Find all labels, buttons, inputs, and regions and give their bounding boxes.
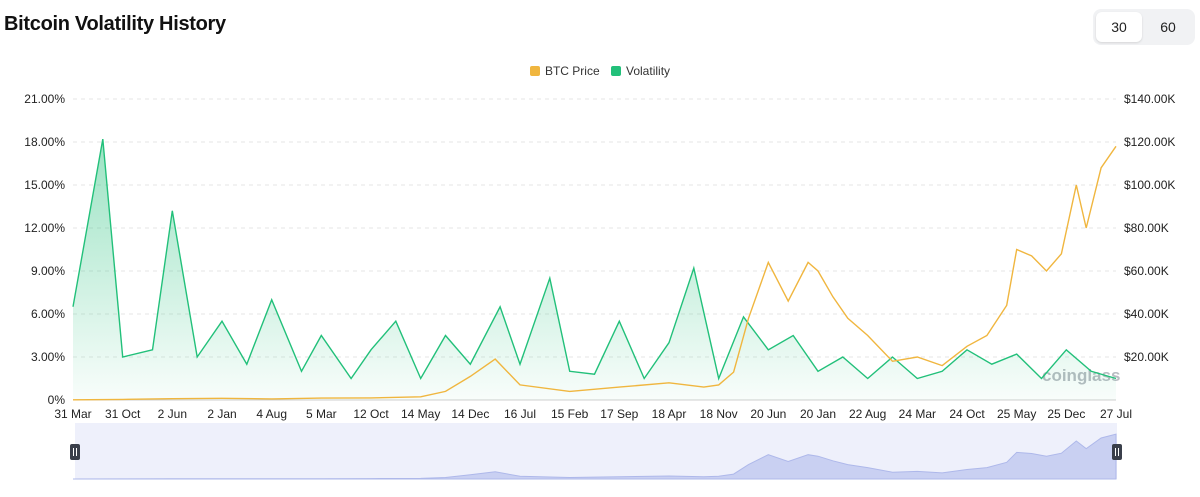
x-tick-label: 12 Oct — [353, 407, 389, 421]
x-tick-label: 18 Apr — [652, 407, 687, 421]
x-tick-label: 17 Sep — [600, 407, 638, 421]
period-60-button[interactable]: 60 — [1160, 19, 1176, 35]
legend-btc-price-swatch — [529, 66, 540, 76]
x-tick-label: 16 Jul — [504, 407, 536, 421]
navigator-series — [72, 433, 1117, 480]
x-tick-label: 14 May — [401, 407, 440, 421]
x-tick-label: 24 Mar — [899, 407, 936, 421]
navigator-handle-left-grip[interactable] — [70, 444, 80, 460]
legend-btc-price-label: BTC Price — [544, 64, 600, 78]
y-left-tick-label: 21.00% — [24, 92, 65, 106]
x-tick-label: 20 Jan — [800, 407, 836, 421]
legend-volatility-label: Volatility — [626, 64, 671, 78]
y-right-tick-label: $120.00K — [1124, 135, 1175, 149]
y-left-tick-label: 9.00% — [31, 264, 65, 278]
legend-volatility[interactable]: Volatility — [611, 64, 670, 78]
x-axis: 31 Mar 31 Oct 2 Jun 2 Jan 4 Aug 5 Mar 12 Oct 14… — [54, 407, 1132, 421]
x-tick-label: 14 Dec — [451, 407, 489, 421]
x-tick-label: 31 Mar — [54, 407, 91, 421]
y-right-tick-label: $60.00K — [1124, 264, 1169, 278]
y-left-tick-label: 15.00% — [24, 178, 65, 192]
range-navigator[interactable] — [70, 423, 1122, 480]
x-tick-label: 4 Aug — [256, 407, 287, 421]
y-left-tick-label: 3.00% — [31, 350, 65, 364]
y-left-tick-label: 18.00% — [24, 135, 65, 149]
series-layer — [72, 138, 1117, 401]
x-tick-label: 25 Dec — [1047, 407, 1085, 421]
x-tick-label: 24 Oct — [949, 407, 985, 421]
period-toggle: 30 60 — [1093, 9, 1195, 45]
navigator-handle-right-grip[interactable] — [1112, 444, 1122, 460]
y-right-tick-label: $40.00K — [1124, 307, 1169, 321]
page-title: Bitcoin Volatility History — [4, 13, 226, 35]
legend-volatility-swatch — [611, 66, 621, 76]
x-tick-label: 31 Oct — [105, 407, 141, 421]
navigator-handle-left[interactable] — [70, 444, 80, 460]
x-tick-label: 15 Feb — [551, 407, 589, 421]
y-right-tick-label: $80.00K — [1124, 221, 1169, 235]
btc-price-line — [72, 145, 1117, 401]
y-axis-right: $20.00K $40.00K $60.00K $80.00K $100.00K $120… — [1124, 92, 1175, 364]
y-axis-left: 0% 3.00% 6.00% 9.00% 12.00% 15.00% 18.00% 21.00… — [24, 92, 65, 407]
period-30-button[interactable]: 30 — [1096, 12, 1142, 42]
y-right-tick-label: $140.00K — [1124, 92, 1175, 106]
x-tick-label: 22 Aug — [849, 407, 886, 421]
x-tick-label: 27 Jul — [1100, 407, 1132, 421]
y-right-tick-label: $100.00K — [1124, 178, 1175, 192]
volatility-line — [72, 138, 1117, 381]
legend-btc-price[interactable]: BTC Price — [529, 64, 600, 78]
navigator-handle-right[interactable] — [1112, 444, 1122, 460]
x-tick-label: 5 Mar — [306, 407, 337, 421]
y-right-tick-label: $20.00K — [1124, 350, 1169, 364]
x-tick-label: 2 Jan — [207, 407, 236, 421]
volatility-area — [73, 139, 1116, 400]
navigator-background — [75, 423, 1117, 479]
x-tick-label: 18 Nov — [700, 407, 738, 421]
y-left-tick-label: 12.00% — [24, 221, 65, 235]
chart-legend: BTC Price Volatility — [0, 64, 1200, 79]
y-left-tick-label: 6.00% — [31, 307, 65, 321]
y-left-tick-label: 0% — [48, 393, 66, 407]
x-tick-label: 25 May — [997, 407, 1036, 421]
x-tick-label: 2 Jun — [158, 407, 187, 421]
x-tick-label: 20 Jun — [750, 407, 786, 421]
